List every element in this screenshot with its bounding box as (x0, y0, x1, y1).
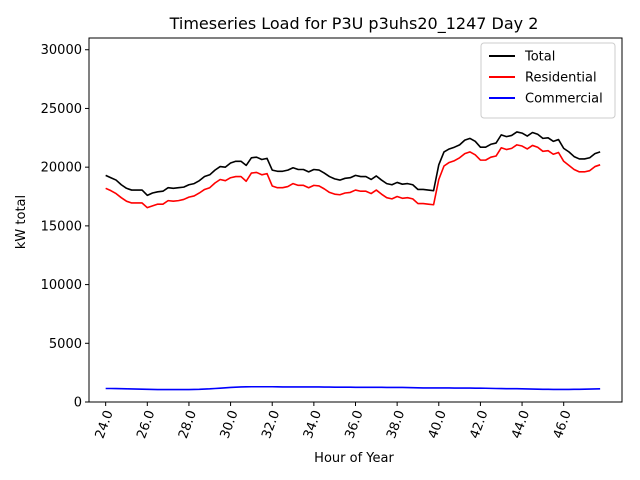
y-tick-label: 20000 (41, 161, 82, 176)
y-axis-ticks: 0 5000 10000 15000 20000 25000 30000 (41, 43, 89, 411)
y-tick-label: 5000 (49, 337, 82, 352)
legend-label-residential: Residential (525, 71, 597, 86)
x-axis-label: Hour of Year (314, 451, 394, 466)
chart-title: Timeseries Load for P3U p3uhs20_1247 Day… (169, 14, 539, 34)
y-tick-label: 25000 (41, 102, 82, 117)
legend-box (480, 42, 616, 119)
y-tick-label: 10000 (41, 278, 82, 293)
series-line-commercial (105, 385, 601, 391)
legend-label-commercial: Commercial (525, 92, 603, 107)
legend-label-total: Total (524, 50, 555, 65)
legend: Total Residential Commercial (480, 42, 616, 119)
series-lines (105, 131, 601, 391)
series-line-total (105, 131, 601, 197)
series-line-residential (105, 144, 601, 209)
y-axis-label: kW total (14, 195, 29, 249)
y-tick-label: 15000 (41, 219, 82, 234)
y-tick-label: 30000 (41, 43, 82, 58)
y-tick-label: 0 (74, 396, 82, 411)
